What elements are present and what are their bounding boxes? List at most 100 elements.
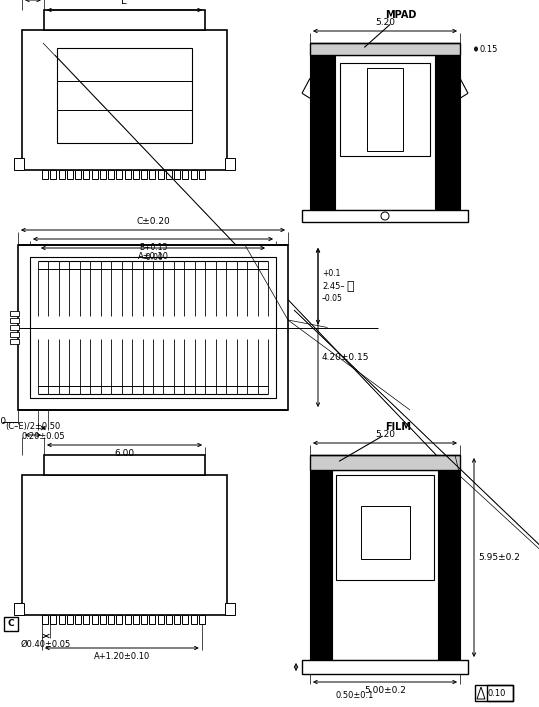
Bar (4, 617, 18, 631)
Bar (42, 615, 48, 624)
Text: –0.05: –0.05 (322, 294, 343, 303)
Bar (310, 470, 332, 660)
Bar (361, 506, 410, 559)
Bar (59, 615, 65, 624)
Bar (225, 158, 235, 170)
Bar (108, 615, 114, 624)
Text: 0.20±0.05: 0.20±0.05 (22, 432, 65, 441)
Bar (174, 615, 180, 624)
Text: 0.10: 0.10 (488, 689, 506, 698)
Bar (190, 615, 197, 624)
Bar (67, 615, 73, 624)
Bar (92, 170, 98, 179)
Bar (83, 170, 89, 179)
Bar (10, 325, 19, 329)
Bar (75, 170, 81, 179)
Bar (166, 170, 172, 179)
Bar (199, 170, 205, 179)
Text: 5.95±0.2: 5.95±0.2 (478, 553, 520, 562)
Bar (149, 615, 155, 624)
Bar (14, 158, 24, 170)
Bar (92, 615, 98, 624)
Text: 6.00: 6.00 (114, 449, 135, 458)
Bar (310, 55, 335, 210)
Bar (30, 257, 276, 398)
Bar (57, 48, 192, 143)
Circle shape (381, 212, 389, 220)
Text: Ø0.40±0.05: Ø0.40±0.05 (21, 640, 71, 649)
Text: 0.50±0.1: 0.50±0.1 (336, 691, 374, 701)
Bar (18, 245, 288, 410)
Bar (182, 615, 188, 624)
Bar (302, 660, 468, 674)
Bar (174, 170, 180, 179)
Text: E: E (121, 0, 128, 6)
Bar (22, 475, 227, 615)
Bar (438, 470, 460, 660)
Bar (42, 170, 48, 179)
Bar (335, 55, 435, 210)
Bar (141, 615, 147, 624)
Bar (44, 455, 205, 475)
Bar (182, 170, 188, 179)
Text: 2.45–: 2.45– (322, 282, 344, 291)
Bar (10, 339, 19, 344)
Bar (100, 170, 106, 179)
Bar (59, 170, 65, 179)
Text: 5.20: 5.20 (375, 430, 395, 439)
Text: +0.1: +0.1 (322, 269, 340, 279)
Bar (133, 170, 139, 179)
Bar (332, 470, 438, 660)
Text: 4.20±0.15: 4.20±0.15 (322, 353, 370, 362)
Bar (310, 455, 460, 470)
Bar (438, 470, 460, 660)
Bar (435, 55, 460, 210)
Bar (340, 63, 430, 156)
Bar (67, 170, 73, 179)
Bar (14, 603, 24, 615)
Bar (475, 685, 513, 701)
Text: A+1.20±0.10: A+1.20±0.10 (94, 652, 150, 661)
Bar (100, 615, 106, 624)
Text: 5.00±0.2: 5.00±0.2 (364, 686, 406, 695)
Text: (C–E)/2±0.50: (C–E)/2±0.50 (5, 422, 60, 431)
Text: Ⓑ: Ⓑ (346, 280, 354, 293)
Bar (10, 332, 19, 337)
Bar (367, 68, 403, 151)
Bar (435, 55, 460, 210)
Bar (190, 170, 197, 179)
Bar (157, 615, 163, 624)
Bar (44, 10, 205, 30)
Text: 0.50: 0.50 (0, 418, 6, 426)
Bar (10, 310, 19, 315)
Polygon shape (477, 687, 485, 699)
Bar (22, 30, 227, 170)
Text: 0.15: 0.15 (479, 45, 497, 54)
Bar (50, 170, 56, 179)
Bar (125, 170, 130, 179)
Bar (487, 685, 513, 701)
Text: C: C (8, 619, 15, 629)
Text: B+0.15
–0.00: B+0.15 –0.00 (139, 243, 167, 262)
Bar (302, 210, 468, 222)
Text: A±0.10: A±0.10 (137, 252, 169, 261)
Bar (199, 615, 205, 624)
Bar (125, 615, 130, 624)
Bar (157, 170, 163, 179)
Text: 5.20: 5.20 (375, 18, 395, 27)
Bar (310, 43, 460, 55)
Bar (83, 615, 89, 624)
Bar (133, 615, 139, 624)
Bar (166, 615, 172, 624)
Bar (225, 603, 235, 615)
Text: FILM: FILM (340, 422, 411, 461)
Bar (116, 170, 122, 179)
Text: C±0.20: C±0.20 (136, 217, 170, 226)
Bar (149, 170, 155, 179)
Bar (141, 170, 147, 179)
Bar (310, 55, 335, 210)
Bar (116, 615, 122, 624)
Bar (10, 317, 19, 322)
Bar (310, 470, 332, 660)
Bar (336, 475, 434, 580)
